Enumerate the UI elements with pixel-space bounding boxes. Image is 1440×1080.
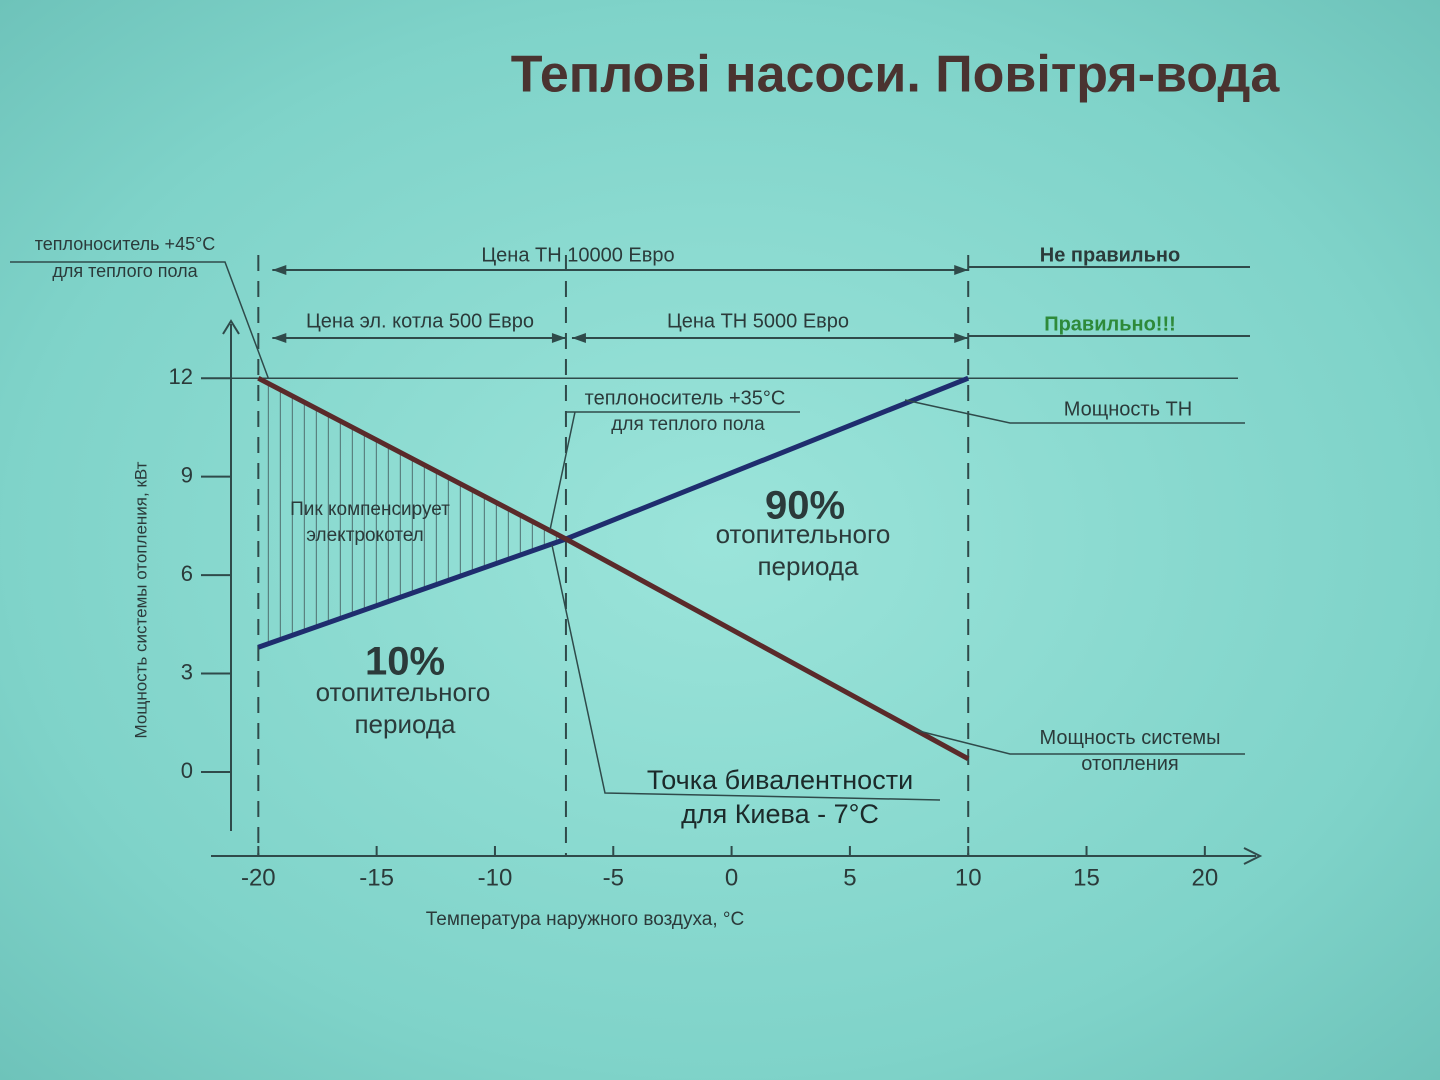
y-tick-label: 6	[181, 561, 193, 586]
x-axis-label: Температура наружного воздуха, °C	[426, 909, 744, 930]
y-axis-label: Мощность системы отопления, кВт	[131, 461, 150, 738]
y-tick-label: 3	[181, 659, 193, 684]
dimension-arrow	[551, 333, 566, 343]
annotation: для теплого пола	[52, 261, 198, 281]
leader	[551, 544, 941, 801]
dimension-arrow	[954, 265, 969, 275]
x-tick-label: 5	[843, 864, 856, 891]
annotation: для теплого пола	[611, 414, 765, 435]
series-label: Мощность ТН	[1064, 398, 1192, 420]
annotation: Правильно!!!	[1044, 313, 1176, 335]
annotation: Не правильно	[1040, 244, 1180, 266]
y-axis-arrow	[222, 319, 240, 335]
annotation: отопительного	[716, 519, 891, 549]
dimension-arrow	[272, 333, 287, 343]
annotation: периода	[354, 709, 456, 739]
x-tick-label: -15	[359, 864, 394, 891]
y-tick-label: 9	[181, 462, 193, 487]
annotation: отопительного	[316, 677, 491, 707]
dimension-arrow	[272, 265, 287, 275]
x-axis-arrow	[1243, 847, 1263, 865]
dimension-arrow	[954, 333, 969, 343]
annotation: периода	[757, 551, 859, 581]
annotation: 90%	[765, 484, 845, 528]
title: Теплові насоси. Повітря-вода	[511, 46, 1281, 104]
leader	[10, 261, 270, 379]
annotation: Цена ТН 5000 Евро	[667, 310, 849, 332]
x-tick-label: 10	[955, 864, 982, 891]
x-tick-label: -20	[241, 864, 276, 891]
annotation: Цена эл. котла 500 Евро	[306, 310, 534, 332]
annotation: Точка бивалентности	[647, 765, 913, 795]
y-tick-label: 12	[169, 364, 193, 389]
annotation: электрокотел	[306, 525, 423, 546]
y-tick-label: 0	[181, 758, 193, 783]
leader	[914, 729, 1245, 755]
x-tick-label: -5	[603, 864, 624, 891]
annotation: теплоноситель +45°C	[35, 234, 216, 254]
annotation: Цена ТН 10000 Евро	[481, 244, 674, 266]
annotation: 10%	[365, 640, 445, 684]
series-label: Мощность системы отопления	[1039, 727, 1221, 775]
x-tick-label: -10	[478, 864, 513, 891]
leader	[549, 411, 800, 531]
x-tick-label: 0	[725, 864, 738, 891]
annotation: для Киева - 7°C	[681, 799, 879, 829]
leader	[904, 399, 1245, 424]
x-tick-label: 20	[1191, 864, 1218, 891]
series-line	[257, 376, 970, 762]
x-tick-label: 15	[1073, 864, 1100, 891]
annotation: теплоноситель +35°C	[585, 387, 786, 409]
annotation: Пик компенсирует	[290, 499, 450, 520]
dimension-arrow	[571, 333, 586, 343]
